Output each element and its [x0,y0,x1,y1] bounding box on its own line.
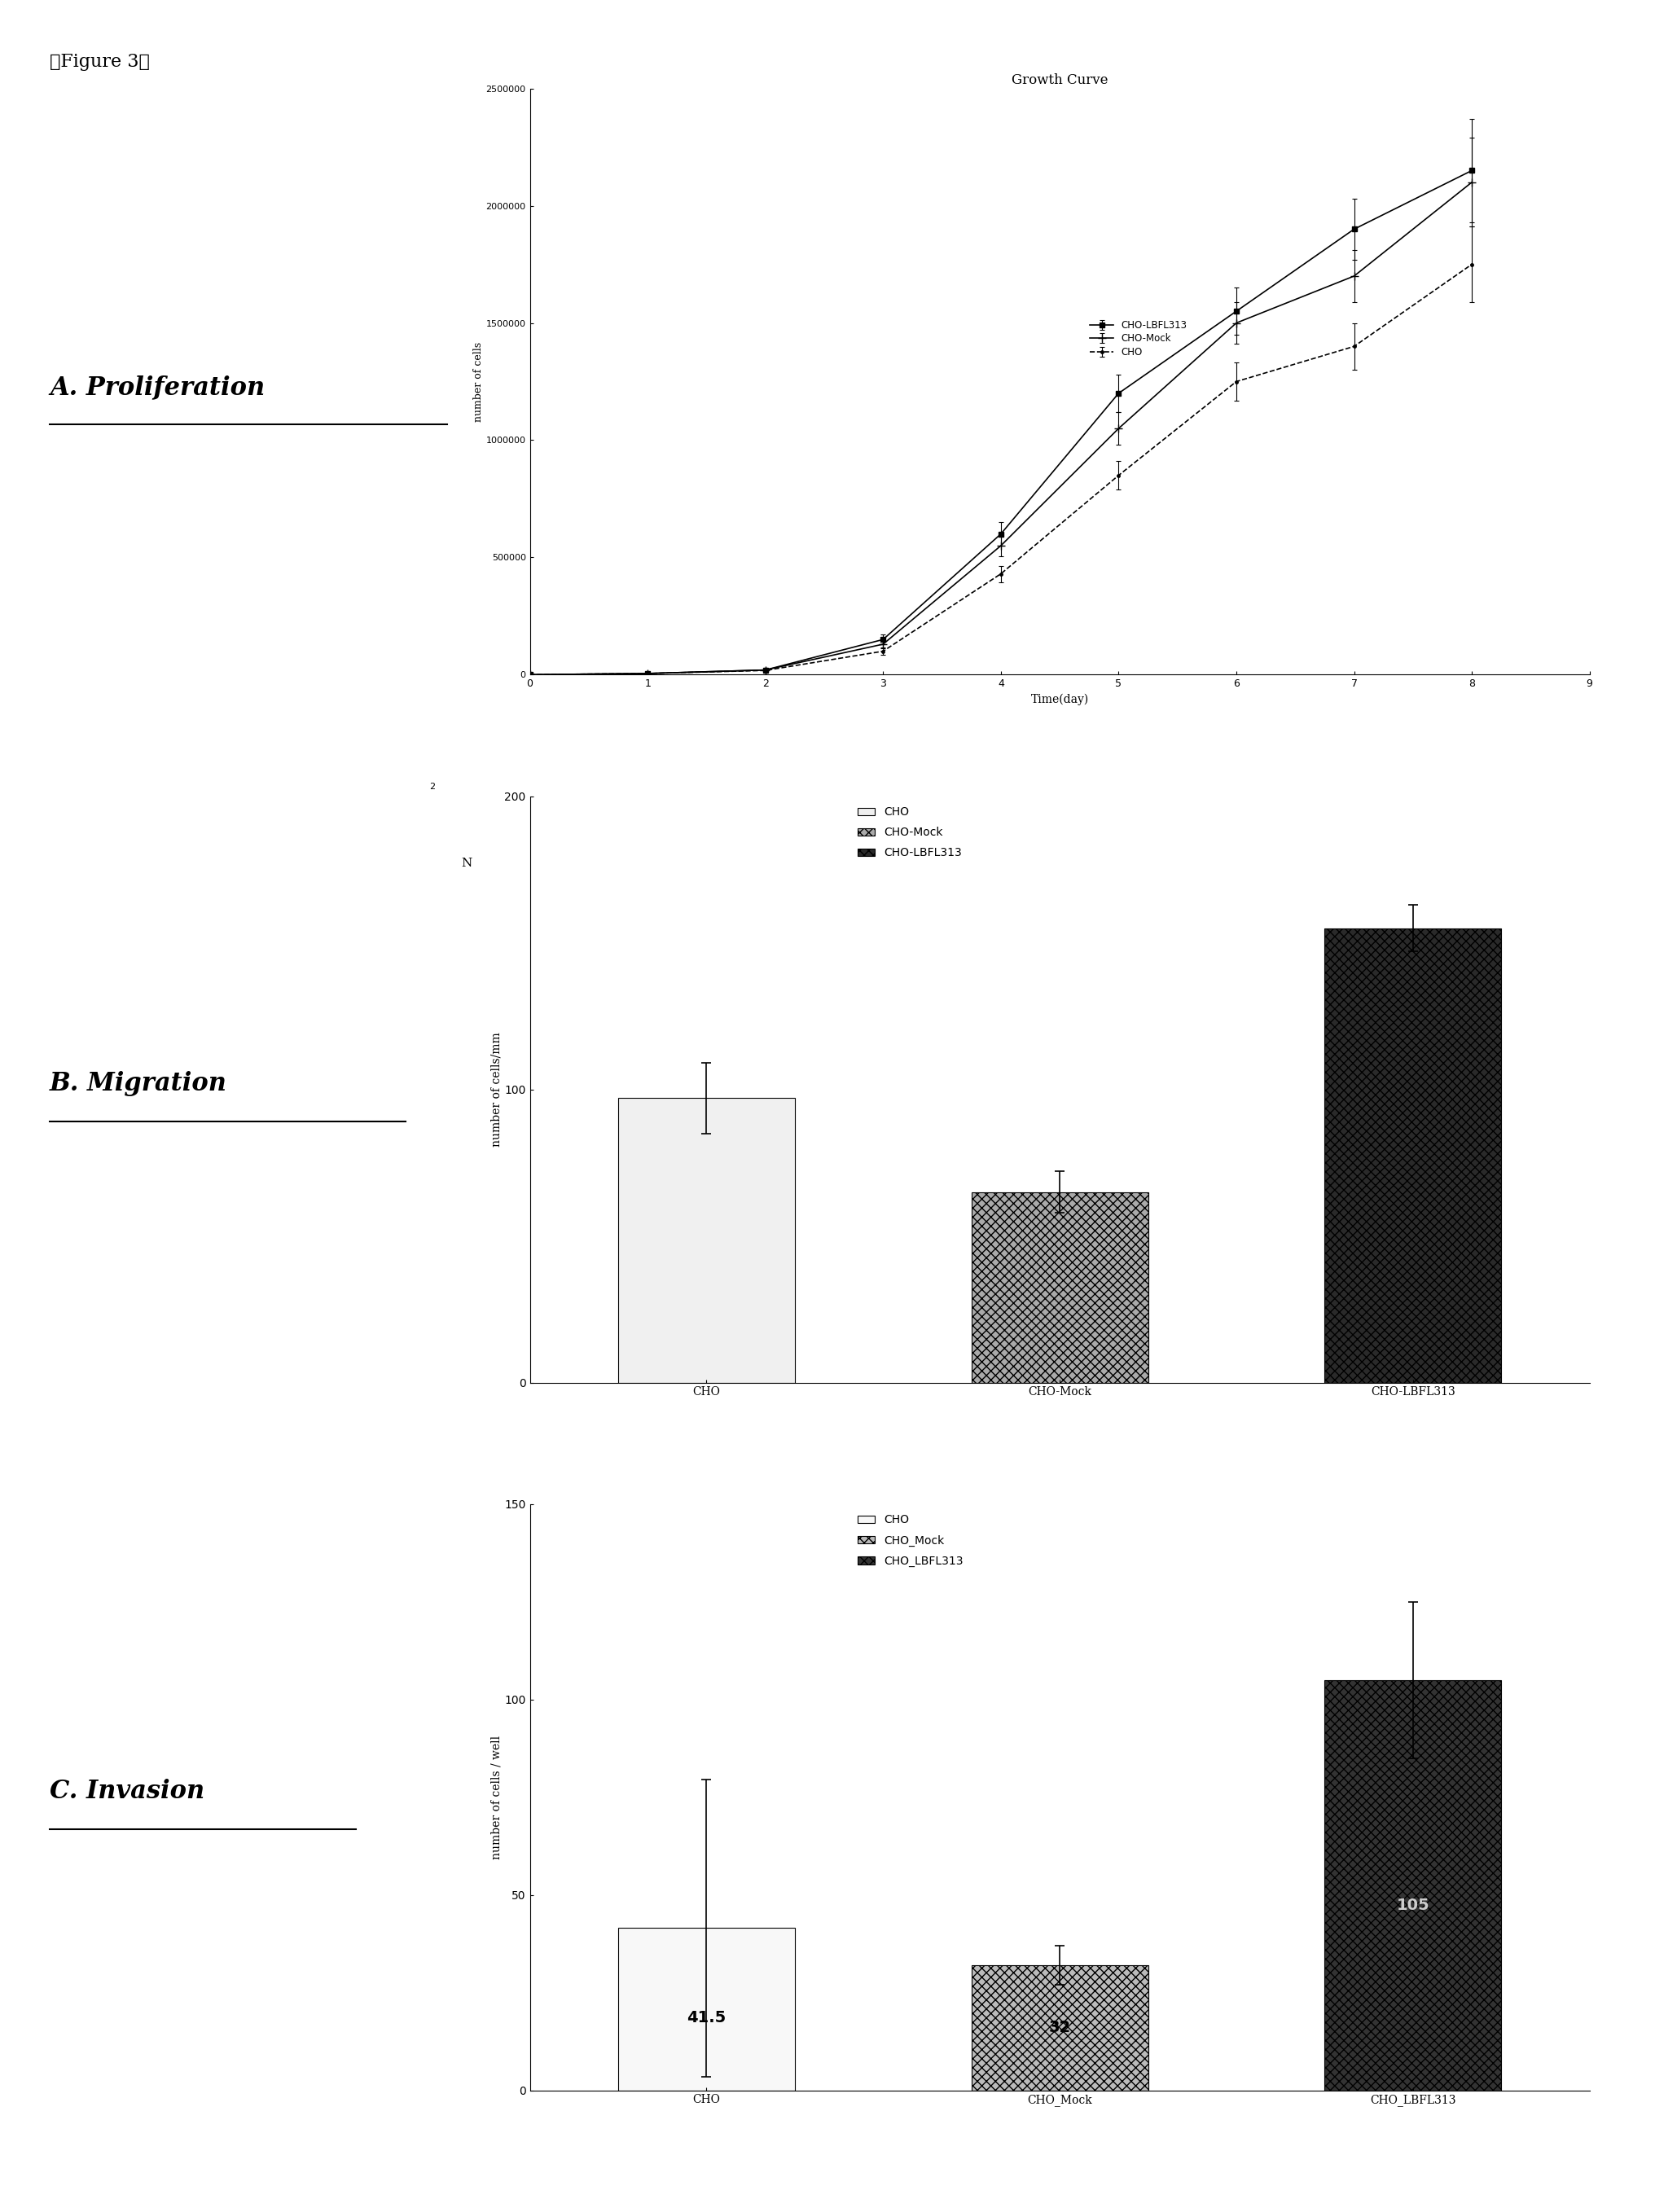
Text: A. Proliferation: A. Proliferation [50,374,265,400]
Legend: CHO-LBFL313, CHO-Mock, CHO: CHO-LBFL313, CHO-Mock, CHO [1086,316,1190,361]
Y-axis label: number of cells/mm: number of cells/mm [490,1033,501,1146]
Text: 【Figure 3】: 【Figure 3】 [50,53,149,71]
Legend: CHO, CHO_Mock, CHO_LBFL313: CHO, CHO_Mock, CHO_LBFL313 [852,1511,968,1571]
Text: B. Migration: B. Migration [50,1071,227,1097]
Text: 41.5: 41.5 [687,2011,727,2026]
Y-axis label: number of cells / well: number of cells / well [490,1734,501,1860]
Bar [617,1097,794,1382]
Bar [971,1964,1147,2090]
Bar [1324,1681,1501,2090]
Text: N: N [460,858,472,869]
Bar [617,1929,794,2090]
Text: 2: 2 [429,783,435,790]
Legend: CHO, CHO-Mock, CHO-LBFL313: CHO, CHO-Mock, CHO-LBFL313 [852,803,967,863]
X-axis label: Time(day): Time(day) [1029,695,1089,706]
Bar [971,1192,1147,1382]
Text: 105: 105 [1395,1898,1428,1913]
Y-axis label: number of cells: number of cells [473,341,483,422]
Bar [1324,929,1501,1382]
Text: C. Invasion: C. Invasion [50,1778,205,1805]
Title: Growth Curve: Growth Curve [1011,73,1107,86]
Text: 32: 32 [1048,2020,1071,2035]
